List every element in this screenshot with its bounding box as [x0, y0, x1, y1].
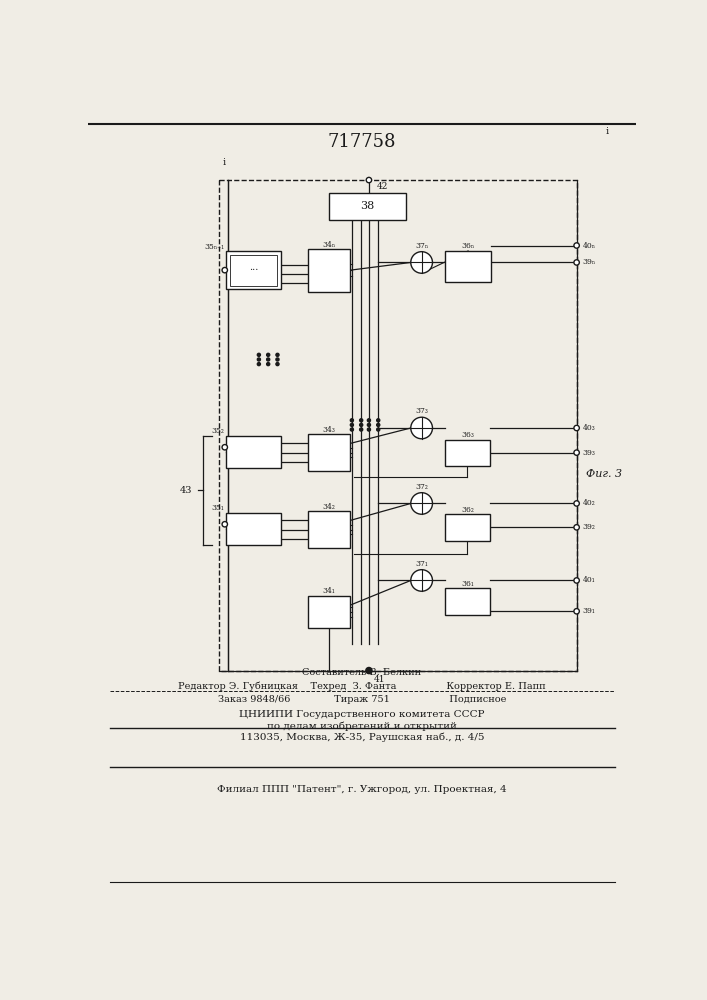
- Text: 37₁: 37₁: [415, 560, 428, 568]
- Bar: [226, 436, 281, 468]
- Circle shape: [574, 425, 579, 431]
- Bar: [329, 193, 406, 220]
- Text: 43: 43: [180, 486, 192, 495]
- Circle shape: [351, 428, 354, 431]
- Circle shape: [267, 353, 270, 356]
- Circle shape: [574, 609, 579, 614]
- Text: 34₁: 34₁: [322, 587, 335, 595]
- Circle shape: [574, 525, 579, 530]
- Bar: [445, 588, 490, 615]
- Text: 717758: 717758: [328, 133, 396, 151]
- Text: 35ₙ₋₁: 35ₙ₋₁: [204, 243, 224, 251]
- Bar: [226, 513, 281, 545]
- Text: 37₃: 37₃: [415, 407, 428, 415]
- Text: по делам изобретений и открытий: по делам изобретений и открытий: [267, 721, 457, 731]
- Text: 37₂: 37₂: [415, 483, 428, 491]
- Text: Заказ 9848/66              Тираж 751                   Подписное: Заказ 9848/66 Тираж 751 Подписное: [218, 695, 506, 704]
- Circle shape: [574, 578, 579, 583]
- Text: ...: ...: [249, 263, 258, 272]
- Circle shape: [377, 419, 380, 422]
- Circle shape: [276, 363, 279, 366]
- Text: Фиг. 3: Фиг. 3: [585, 469, 622, 479]
- Text: 35₁: 35₁: [211, 504, 224, 512]
- Circle shape: [411, 417, 433, 439]
- Circle shape: [368, 419, 370, 422]
- Circle shape: [377, 428, 380, 431]
- Circle shape: [276, 358, 279, 361]
- Circle shape: [574, 501, 579, 506]
- Text: 39ₙ: 39ₙ: [583, 258, 596, 266]
- Text: 36₂: 36₂: [461, 506, 474, 514]
- Bar: [218, 180, 577, 671]
- Text: 39₃: 39₃: [583, 449, 596, 457]
- Circle shape: [360, 428, 363, 431]
- Circle shape: [411, 252, 433, 273]
- Bar: [226, 251, 281, 289]
- Bar: [445, 251, 491, 282]
- Text: Составитель В. Белкин: Составитель В. Белкин: [303, 668, 421, 677]
- Bar: [308, 249, 351, 292]
- Circle shape: [574, 260, 579, 265]
- Circle shape: [360, 419, 363, 422]
- Text: 42: 42: [377, 182, 388, 191]
- Text: 40₁: 40₁: [583, 576, 595, 584]
- Circle shape: [377, 423, 380, 426]
- Text: 36ₙ: 36ₙ: [462, 242, 474, 250]
- Circle shape: [351, 423, 354, 426]
- Circle shape: [257, 363, 260, 366]
- Bar: [230, 255, 276, 286]
- Text: 34₂: 34₂: [322, 503, 335, 511]
- Text: 40₃: 40₃: [583, 424, 595, 432]
- Text: 113035, Москва, Ж-35, Раушская наб., д. 4/5: 113035, Москва, Ж-35, Раушская наб., д. …: [240, 733, 484, 742]
- Circle shape: [368, 423, 370, 426]
- Circle shape: [276, 353, 279, 356]
- Circle shape: [411, 493, 433, 514]
- Text: i: i: [223, 158, 226, 167]
- Circle shape: [366, 667, 372, 674]
- Bar: [308, 596, 351, 628]
- Text: 37ₙ: 37ₙ: [415, 242, 428, 250]
- Circle shape: [267, 358, 270, 361]
- Text: 36₁: 36₁: [461, 580, 474, 588]
- Circle shape: [574, 243, 579, 248]
- Circle shape: [222, 267, 228, 273]
- Circle shape: [411, 570, 433, 591]
- Text: i: i: [606, 127, 609, 136]
- Text: Редактор Э. Губницкая    Техред  З. Фанта                Корректор Е. Папп: Редактор Э. Губницкая Техред З. Фанта Ко…: [178, 681, 546, 691]
- Circle shape: [366, 177, 372, 183]
- Bar: [445, 514, 490, 541]
- Text: 40ₙ: 40ₙ: [583, 242, 596, 250]
- Circle shape: [574, 450, 579, 455]
- Circle shape: [360, 423, 363, 426]
- Circle shape: [267, 363, 270, 366]
- Circle shape: [222, 445, 228, 450]
- Text: 39₁: 39₁: [583, 607, 596, 615]
- Text: 41: 41: [373, 675, 385, 684]
- Text: 36₃: 36₃: [461, 431, 474, 439]
- Text: 38: 38: [361, 201, 375, 211]
- Bar: [308, 511, 351, 548]
- Circle shape: [257, 358, 260, 361]
- Text: 34₃: 34₃: [322, 426, 335, 434]
- Circle shape: [351, 419, 354, 422]
- Circle shape: [222, 522, 228, 527]
- Text: 34ₙ: 34ₙ: [322, 241, 335, 249]
- Text: Филиал ППП "Патент", г. Ужгород, ул. Проектная, 4: Филиал ППП "Патент", г. Ужгород, ул. Про…: [217, 785, 507, 794]
- Text: ЦНИИПИ Государственного комитета СССР: ЦНИИПИ Государственного комитета СССР: [239, 710, 485, 719]
- Text: 39₂: 39₂: [583, 523, 596, 531]
- Bar: [445, 440, 490, 466]
- Bar: [308, 434, 351, 471]
- Circle shape: [257, 353, 260, 356]
- Text: 35₂: 35₂: [211, 427, 224, 435]
- Circle shape: [368, 428, 370, 431]
- Text: 40₂: 40₂: [583, 499, 595, 507]
